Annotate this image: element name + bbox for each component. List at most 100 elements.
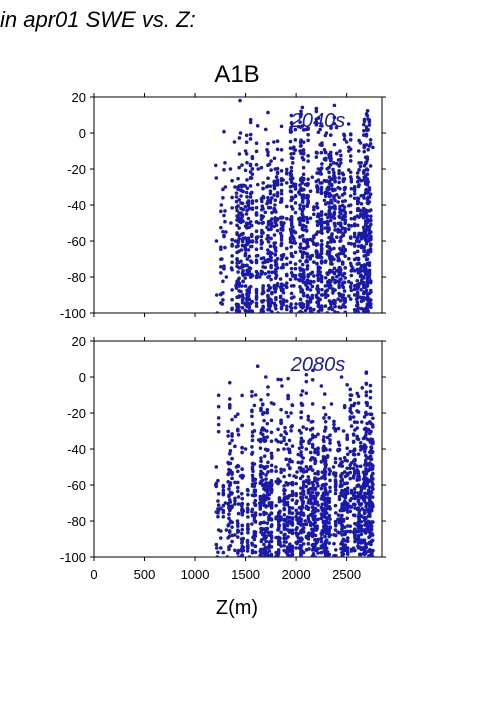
data-point	[270, 196, 274, 200]
data-point	[282, 447, 286, 451]
x-tick-label: 2000	[282, 567, 311, 582]
data-point	[359, 541, 364, 545]
data-point	[284, 256, 289, 261]
data-point	[355, 296, 360, 300]
data-point	[269, 227, 273, 231]
data-point	[340, 488, 344, 493]
data-point	[284, 536, 288, 541]
data-point	[332, 187, 337, 192]
data-point	[245, 208, 249, 213]
data-point	[338, 207, 342, 212]
data-point	[292, 145, 296, 150]
data-point	[259, 234, 264, 239]
data-point	[342, 205, 347, 209]
data-point	[301, 152, 306, 156]
data-point	[319, 476, 324, 480]
data-point	[359, 502, 364, 506]
data-point	[318, 142, 322, 147]
data-point	[355, 484, 359, 488]
data-point	[223, 501, 228, 505]
data-point	[316, 477, 320, 482]
data-point	[226, 429, 230, 434]
data-point	[342, 271, 347, 276]
data-point	[332, 142, 337, 147]
data-point	[219, 292, 223, 297]
data-point	[343, 219, 348, 223]
data-point	[296, 217, 301, 221]
data-point	[275, 194, 280, 198]
data-point	[268, 244, 273, 249]
data-point	[285, 523, 290, 528]
data-point	[245, 195, 249, 199]
data-point	[301, 140, 306, 144]
data-point	[290, 511, 295, 515]
data-point	[319, 210, 324, 214]
data-point	[323, 521, 328, 525]
data-point	[363, 450, 367, 454]
data-point	[326, 226, 330, 230]
data-point	[243, 276, 248, 280]
data-point	[252, 484, 257, 488]
data-point	[343, 185, 348, 190]
data-point	[322, 405, 326, 410]
data-point	[293, 210, 298, 215]
data-point	[307, 497, 311, 502]
data-point	[250, 548, 255, 553]
data-point	[265, 408, 270, 412]
data-point	[294, 514, 298, 519]
data-point	[287, 438, 292, 443]
data-point	[343, 501, 348, 505]
data-point	[333, 474, 338, 478]
data-point	[240, 491, 244, 496]
data-point	[294, 302, 298, 306]
data-point	[300, 262, 305, 267]
data-point	[269, 539, 274, 543]
data-point	[312, 242, 316, 246]
data-point	[282, 533, 286, 537]
data-point	[328, 212, 332, 216]
data-point	[359, 488, 364, 493]
data-point	[311, 368, 315, 373]
data-point	[266, 392, 270, 397]
data-point	[333, 503, 338, 508]
data-point	[355, 236, 360, 241]
data-point	[276, 553, 280, 557]
data-point	[308, 288, 313, 292]
data-point	[243, 205, 248, 209]
data-point	[230, 504, 234, 508]
data-point	[260, 432, 265, 437]
data-point	[348, 138, 353, 142]
data-point	[314, 106, 319, 111]
data-point	[331, 465, 336, 469]
data-point	[287, 508, 292, 513]
data-point	[335, 274, 339, 279]
data-point	[259, 495, 264, 499]
data-point	[290, 480, 295, 485]
data-point	[216, 429, 221, 434]
data-point	[253, 544, 258, 548]
data-point	[345, 506, 350, 510]
data-point	[307, 439, 311, 443]
data-point	[315, 201, 319, 206]
data-point	[368, 491, 372, 496]
data-point	[313, 471, 317, 476]
data-point	[240, 531, 244, 536]
y-tick-label: 0	[79, 126, 86, 141]
data-point	[301, 501, 305, 505]
data-point	[336, 310, 340, 313]
data-point	[363, 263, 368, 268]
data-point	[333, 179, 337, 183]
data-point	[269, 511, 274, 515]
data-point	[359, 278, 364, 283]
data-point	[222, 213, 226, 218]
data-point	[313, 543, 317, 548]
data-point	[369, 214, 373, 219]
data-point	[243, 263, 248, 268]
data-point	[218, 546, 223, 550]
data-point	[284, 501, 288, 505]
data-point	[327, 521, 331, 525]
data-point	[298, 114, 303, 119]
data-point	[359, 193, 363, 198]
data-point	[286, 396, 290, 401]
data-point	[319, 512, 324, 516]
